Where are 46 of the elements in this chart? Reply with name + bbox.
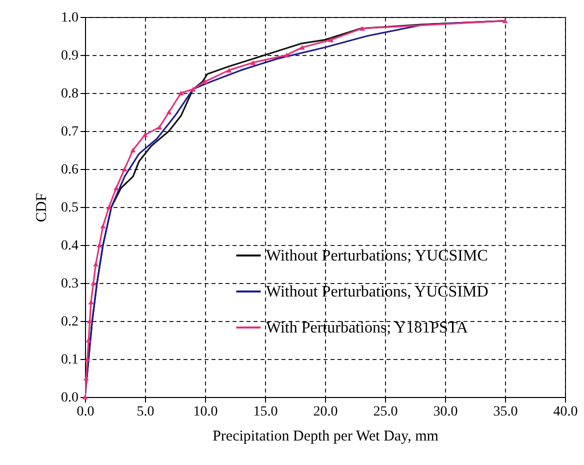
y-tick-label: 0.9	[61, 48, 78, 64]
x-tick-label: 10.0	[193, 404, 218, 420]
point	[299, 45, 305, 50]
point	[178, 90, 184, 96]
y-tick-label: 0.1	[61, 352, 78, 368]
y-tick-label: 0.3	[61, 276, 78, 292]
y-tick-label: 0.7	[61, 124, 78, 140]
point	[113, 186, 119, 190]
point	[284, 52, 290, 58]
point	[502, 18, 508, 24]
y-axis-title: CDF	[34, 192, 50, 222]
x-tick-label: 40.0	[553, 404, 578, 420]
point	[93, 262, 99, 266]
point	[87, 318, 93, 324]
legend-label: Without Perturbations, YUCSIMD	[266, 284, 488, 300]
y-tick-label: 1.0	[61, 10, 78, 26]
point	[96, 242, 102, 248]
x-axis-title: Precipitation Depth per Wet Day, mm	[212, 428, 439, 444]
x-tick-label: 35.0	[493, 404, 518, 420]
y-tick-label: 0.5	[61, 200, 78, 216]
point	[130, 148, 136, 152]
y-tick-label: 0.4	[61, 238, 78, 254]
point	[122, 166, 128, 172]
point	[142, 132, 148, 138]
point	[359, 26, 365, 31]
point	[250, 60, 256, 65]
y-tick-label: 0.8	[61, 86, 78, 102]
legend-label: With Perturbations; Y181PSTA	[266, 320, 468, 336]
point	[166, 110, 172, 114]
x-tick-label: 15.0	[253, 404, 278, 420]
point	[106, 204, 112, 210]
y-tick-label: 0.0	[61, 390, 78, 406]
y-tick-label: 0.6	[61, 162, 78, 178]
x-tick-label: 0.0	[76, 404, 94, 420]
point	[156, 124, 162, 130]
point	[328, 37, 334, 42]
point	[226, 68, 232, 73]
x-tick-label: 25.0	[373, 404, 398, 420]
point	[100, 224, 106, 228]
point	[190, 86, 196, 92]
x-tick-label: 30.0	[433, 404, 458, 420]
x-tick-label: 5.0	[136, 404, 154, 420]
y-tick-label: 0.2	[61, 314, 78, 330]
x-tick-label: 20.0	[313, 404, 338, 420]
point	[202, 79, 208, 84]
legend-label: Without Perturbations; YUCSIMC	[266, 248, 488, 264]
